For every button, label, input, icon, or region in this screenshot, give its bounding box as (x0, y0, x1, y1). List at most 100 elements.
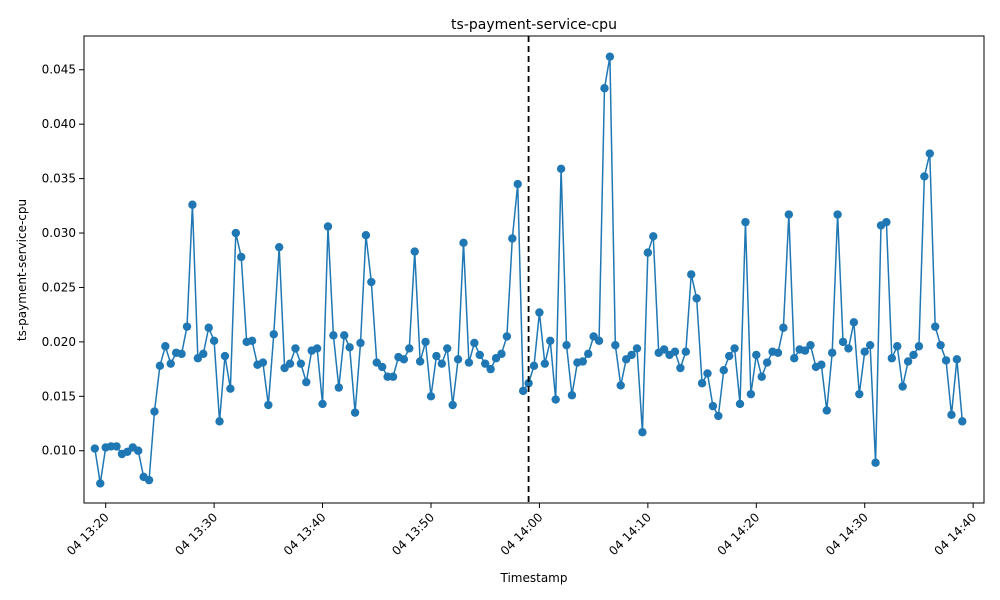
data-point (697, 379, 707, 388)
data-point (546, 336, 555, 345)
data-point (502, 332, 512, 341)
data-point (204, 323, 213, 332)
data-point (632, 344, 642, 353)
data-point (605, 52, 615, 61)
data-point (947, 410, 956, 420)
data-point (822, 406, 831, 415)
data-point (540, 359, 550, 368)
data-point (356, 338, 365, 348)
data-point (893, 342, 902, 351)
data-point (925, 149, 934, 158)
data-point (453, 355, 463, 364)
data-point (220, 351, 230, 361)
y-tick-label: 0.030 (42, 226, 76, 240)
data-point (638, 428, 647, 437)
y-tick-label: 0.045 (42, 63, 76, 77)
data-point (779, 323, 788, 332)
data-point (415, 357, 425, 366)
y-tick-label: 0.020 (42, 335, 76, 349)
data-point (790, 354, 799, 363)
data-point (627, 350, 636, 360)
data-point (616, 381, 625, 390)
data-point (730, 344, 739, 353)
data-point (312, 344, 322, 353)
x-tick-label: 04 13:40 (281, 510, 329, 558)
data-point (334, 383, 344, 392)
data-point (269, 330, 278, 339)
data-point (611, 340, 620, 350)
axes-frame (83, 35, 985, 504)
data-point (166, 359, 175, 368)
data-point (594, 336, 604, 345)
data-point (226, 384, 235, 393)
data-point (914, 342, 924, 351)
data-point (844, 344, 853, 353)
data-point (285, 359, 295, 368)
x-axis-title: Timestamp (500, 571, 568, 585)
data-point (405, 344, 414, 353)
data-point (258, 358, 268, 367)
data-point (318, 399, 327, 409)
data-point (936, 340, 945, 350)
data-point (762, 358, 772, 367)
data-point (155, 361, 165, 371)
data-point (302, 377, 311, 387)
data-point (773, 348, 783, 357)
data-point (161, 342, 170, 351)
data-point (486, 364, 495, 374)
data-point (274, 242, 284, 252)
x-tick-label: 04 13:50 (389, 510, 437, 558)
data-point (865, 340, 875, 350)
data-point (432, 351, 441, 361)
y-axis-title: ts-payment-service-cpu (15, 199, 29, 341)
data-point (150, 407, 159, 416)
data-point (898, 382, 907, 391)
data-point (659, 345, 669, 354)
data-point (708, 401, 718, 411)
data-point (643, 248, 653, 257)
data-point (584, 349, 593, 359)
data-point (817, 360, 826, 369)
data-point (90, 444, 100, 453)
data-point (481, 359, 490, 368)
data-point (134, 446, 143, 455)
x-tick-label: 04 14:30 (823, 510, 871, 558)
data-point (508, 234, 517, 243)
data-point (215, 417, 224, 426)
x-tick-label: 04 13:20 (64, 510, 112, 558)
data-point (909, 350, 918, 360)
data-point (291, 344, 300, 353)
y-tick-label: 0.010 (42, 444, 76, 458)
data-point (209, 336, 219, 345)
data-point (237, 252, 246, 262)
x-tick-label: 04 14:10 (606, 510, 654, 558)
data-point (827, 348, 837, 357)
x-tick-label: 04 14:00 (498, 510, 546, 558)
data-point (735, 399, 745, 409)
data-point (952, 355, 962, 364)
data-point (578, 357, 587, 366)
data-point (350, 408, 360, 417)
data-point (529, 361, 539, 371)
data-point (670, 347, 680, 356)
data-point (264, 400, 273, 410)
data-point (459, 238, 468, 248)
data-point (112, 442, 121, 451)
data-point (871, 458, 880, 467)
data-point (443, 344, 452, 353)
data-point (535, 308, 544, 317)
data-point (931, 322, 940, 331)
data-point (247, 336, 257, 345)
data-point (838, 337, 848, 347)
plot-area (90, 36, 967, 503)
data-point (437, 359, 447, 368)
data-point (714, 411, 723, 421)
y-axis: 0.010 0.015 0.020 0.025 0.030 0.035 0.040 0.045 (42, 63, 84, 458)
data-point (757, 372, 766, 381)
data-point (96, 479, 105, 488)
data-point (188, 200, 197, 209)
data-point (367, 277, 376, 287)
data-point (600, 84, 609, 93)
data-point (323, 222, 333, 231)
